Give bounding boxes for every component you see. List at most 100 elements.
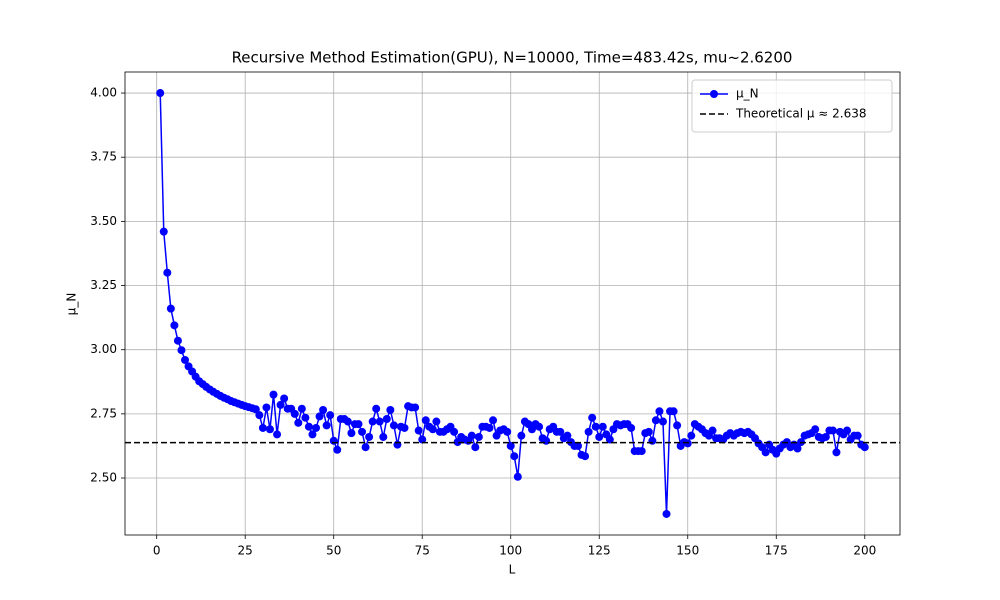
data-point <box>581 452 590 461</box>
data-point <box>853 431 862 440</box>
data-point <box>290 409 299 418</box>
data-point <box>655 407 664 416</box>
data-point <box>708 426 717 435</box>
data-point <box>821 432 830 441</box>
data-point <box>177 346 186 355</box>
data-point <box>365 432 374 441</box>
data-point <box>389 421 398 430</box>
data-point <box>428 425 437 434</box>
y-axis-label: μ_N <box>65 293 79 316</box>
data-point <box>347 429 356 438</box>
data-point <box>382 414 391 423</box>
data-point <box>166 304 175 313</box>
x-tick-label: 175 <box>765 544 788 558</box>
data-point <box>669 407 678 416</box>
data-point <box>294 418 303 427</box>
data-point <box>251 405 260 414</box>
data-point <box>315 412 324 421</box>
data-point <box>159 227 168 236</box>
data-point <box>591 422 600 431</box>
data-point <box>605 435 614 444</box>
data-point <box>542 436 551 445</box>
data-point <box>375 417 384 426</box>
data-point <box>265 425 274 434</box>
data-point <box>761 448 770 457</box>
data-point <box>411 403 420 412</box>
x-tick-label: 0 <box>153 544 161 558</box>
data-point <box>683 439 692 448</box>
y-tick-label: 2.50 <box>90 471 117 485</box>
legend-box <box>691 79 893 133</box>
data-point <box>662 509 671 518</box>
data-point <box>170 321 179 330</box>
y-tick-label: 4.00 <box>90 86 117 100</box>
data-point <box>361 443 370 452</box>
data-point <box>326 411 335 420</box>
data-point <box>255 411 264 420</box>
data-point <box>273 430 282 439</box>
data-point <box>343 417 352 426</box>
data-point <box>276 400 285 409</box>
x-tick-label: 25 <box>238 544 253 558</box>
data-point <box>358 427 367 436</box>
plot-frame <box>124 71 901 536</box>
data-point <box>156 89 165 98</box>
data-point <box>181 355 190 364</box>
data-point <box>503 427 512 436</box>
data-point <box>651 416 660 425</box>
data-point <box>400 423 409 432</box>
data-point <box>474 432 483 441</box>
data-point <box>485 423 494 432</box>
data-point <box>793 444 802 453</box>
data-point <box>280 394 289 403</box>
data-point <box>418 435 427 444</box>
data-point <box>860 443 869 452</box>
data-point <box>269 390 278 399</box>
data-point <box>421 416 430 425</box>
data-point <box>510 452 519 461</box>
x-tick-label: 200 <box>853 544 876 558</box>
legend-label: Theoretical μ ≈ 2.638 <box>735 107 867 121</box>
data-point <box>573 441 582 450</box>
data-point <box>598 422 607 431</box>
x-tick-label: 150 <box>676 544 699 558</box>
data-point <box>414 426 423 435</box>
data-point <box>673 421 682 430</box>
data-point <box>312 423 321 432</box>
data-point <box>828 426 837 435</box>
legend-marker <box>710 90 718 98</box>
data-point <box>467 431 476 440</box>
data-line <box>159 93 866 514</box>
x-tick-label: 125 <box>588 544 611 558</box>
data-point <box>687 431 696 440</box>
y-tick-label: 3.75 <box>90 150 117 164</box>
data-point <box>368 417 377 426</box>
data-point <box>513 472 522 481</box>
data-point <box>563 431 572 440</box>
data-point <box>379 432 388 441</box>
data-point <box>163 268 172 277</box>
x-axis-label: L <box>509 563 516 577</box>
data-point <box>489 416 498 425</box>
data-point <box>304 422 313 431</box>
data-point <box>535 422 544 431</box>
data-point <box>584 427 593 436</box>
data-point <box>262 403 271 412</box>
data-point <box>588 413 597 422</box>
data-point <box>811 425 820 434</box>
data-point <box>595 432 604 441</box>
data-point <box>506 441 515 450</box>
data-point <box>386 406 395 415</box>
y-tick-label: 3.00 <box>90 342 117 356</box>
data-point <box>637 447 646 456</box>
data-point <box>432 417 441 426</box>
x-tick-label: 50 <box>326 544 341 558</box>
data-point <box>301 413 310 422</box>
data-point <box>319 406 328 415</box>
data-point <box>843 426 852 435</box>
data-point <box>333 445 342 454</box>
x-tick-label: 75 <box>415 544 430 558</box>
y-tick-label: 3.25 <box>90 278 117 292</box>
data-point <box>329 436 338 445</box>
